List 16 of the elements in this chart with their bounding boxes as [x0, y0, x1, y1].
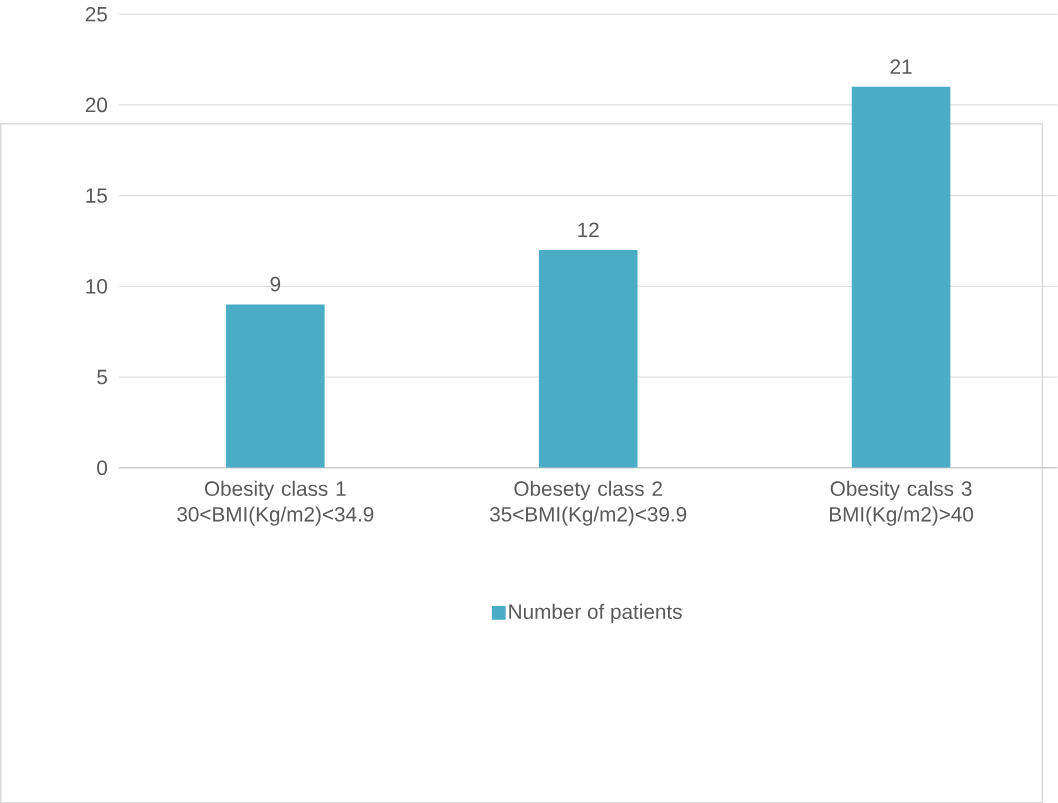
y-tick-label: 10	[86, 278, 108, 294]
bar	[851, 86, 951, 468]
x-tick-label: Obesity calss 3 BMI(Kg/m2)>40	[830, 480, 974, 526]
data-label: 12	[578, 222, 599, 237]
bar	[538, 249, 638, 468]
legend-label: Number of patients	[509, 603, 682, 623]
y-tick-label: 5	[97, 369, 107, 385]
y-tick-label: 20	[85, 97, 108, 113]
y-tick-label: 15	[86, 188, 107, 203]
data-label: 21	[890, 59, 912, 74]
y-tick-label: 0	[97, 460, 108, 475]
x-tick-label: Obesety class 2 35<BMI(Kg/m2)<39.9	[490, 480, 687, 526]
y-tick-label: 25	[85, 6, 107, 22]
x-tick-label: Obesity class 1 30<BMI(Kg/m2)<34.9	[177, 480, 374, 526]
bar	[226, 304, 325, 468]
data-label: 9	[270, 276, 281, 292]
